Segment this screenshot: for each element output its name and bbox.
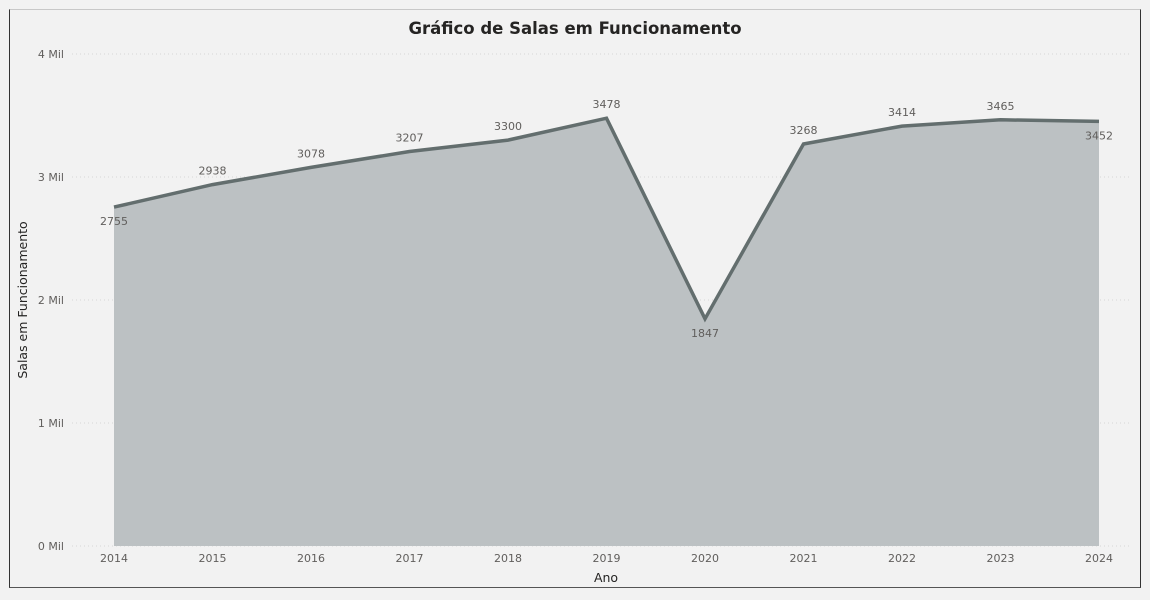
data-label: 3078 [297,147,325,160]
y-axis-title: Salas em Funcionamento [15,221,30,378]
data-label: 3268 [790,124,818,137]
x-tick-label: 2016 [297,552,325,565]
x-tick-label: 2024 [1085,552,1113,565]
x-axis-title: Ano [594,570,618,585]
x-axis-ticks: 2014 2015 2016 2017 2018 2019 2020 2021 2022 2023… [100,552,1113,565]
y-tick-label: 4 Mil [38,48,64,61]
x-tick-label: 2018 [494,552,522,565]
x-tick-label: 2022 [888,552,916,565]
data-label: 3452 [1085,129,1113,142]
data-label: 3207 [396,132,424,145]
area-line [113,116,1100,323]
y-axis-ticks: 0 Mil 1 Mil 2 Mil 3 Mil 4 Mil [38,48,64,553]
chart-title: Gráfico de Salas em Funcionamento [408,19,742,38]
x-tick-label: 2021 [790,552,818,565]
x-tick-label: 2014 [100,552,128,565]
data-label: 1847 [691,327,719,340]
x-tick-label: 2017 [396,552,424,565]
y-tick-label: 1 Mil [38,417,64,430]
x-tick-label: 2023 [987,552,1015,565]
data-label: 3414 [888,106,916,119]
x-tick-label: 2015 [199,552,227,565]
x-tick-label: 2020 [691,552,719,565]
data-label: 3478 [593,98,621,111]
chart-frame [9,9,1141,588]
area-fill [114,118,1099,546]
data-label: 2938 [199,165,227,178]
data-label: 3465 [987,100,1015,113]
x-tick-label: 2019 [593,552,621,565]
data-labels: 2755 2938 3078 3207 3300 3478 1847 3268 3414 3465… [100,98,1113,340]
y-tick-label: 0 Mil [38,540,64,553]
data-label: 2755 [100,215,128,228]
data-label: 3300 [494,120,522,133]
y-tick-label: 3 Mil [38,171,64,184]
y-tick-label: 2 Mil [38,294,64,307]
